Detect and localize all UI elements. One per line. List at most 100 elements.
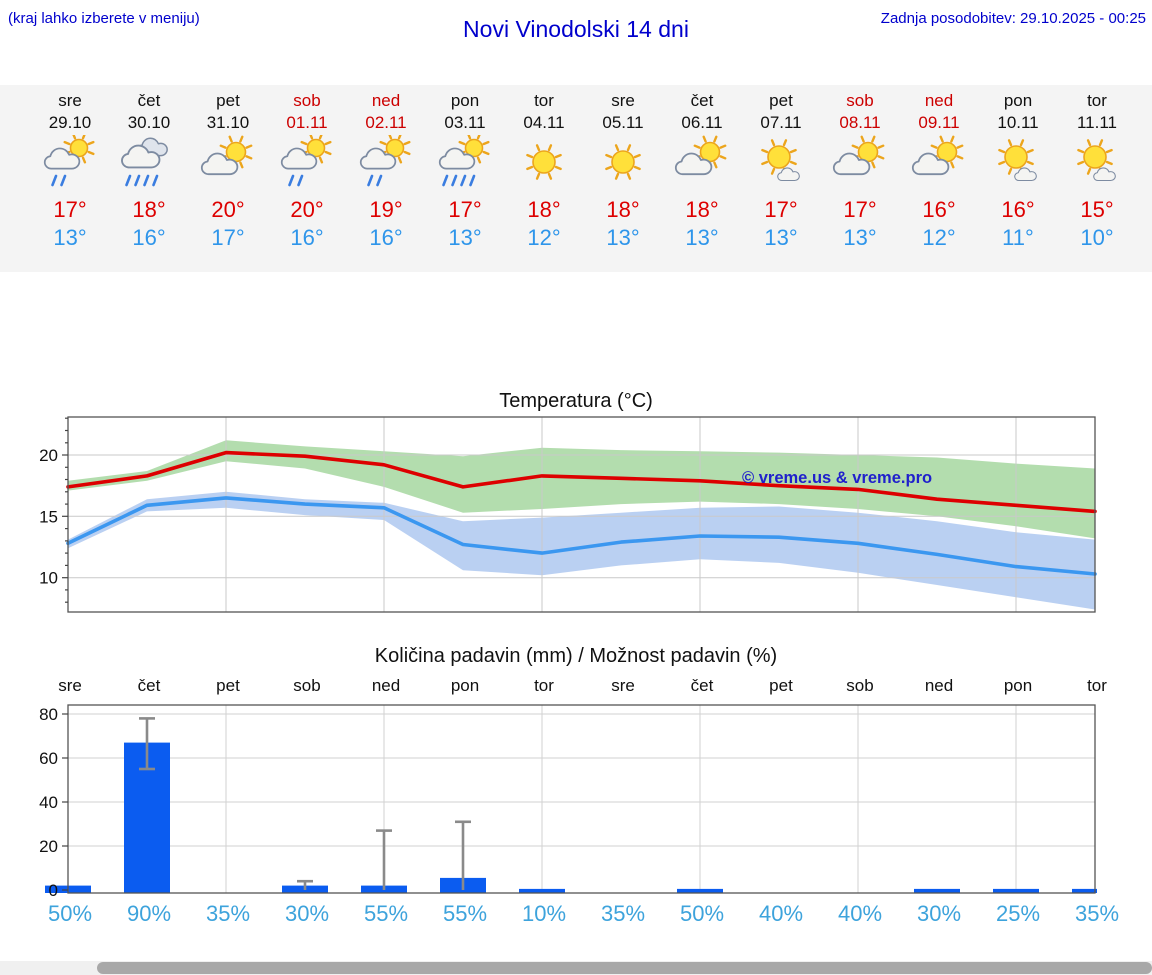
precip-day-label: čet	[690, 676, 714, 695]
day-name: ned	[924, 91, 954, 110]
day-column-30.10[interactable]: čet 30.10 18° 16°	[110, 85, 189, 272]
temp-min: 13°	[448, 225, 482, 250]
day-column-31.10[interactable]: pet 31.10 20° 17°	[189, 85, 268, 272]
precip-day-label: pet	[216, 676, 240, 695]
temp-min: 16°	[369, 225, 403, 250]
precip-probability: 55%	[442, 901, 488, 926]
day-column-06.11[interactable]: čet 06.11 18° 13°	[663, 85, 742, 272]
precipitation-chart-svg: 0 20 40 60 80	[39, 704, 1118, 900]
temperature-chart: 10 15 20 © vreme.us & vreme.pro	[30, 410, 1097, 618]
sun-cloud-icon	[821, 135, 900, 191]
precip-probability: 25%	[995, 901, 1041, 926]
sun-cloud-rain-heavy-icon	[426, 132, 505, 191]
watermark: © vreme.us & vreme.pro	[742, 469, 932, 487]
sun-cloud-icon	[663, 135, 742, 191]
precip-probability: 90%	[126, 901, 172, 926]
day-column-29.10[interactable]: sre 29.10 17° 13°	[31, 85, 110, 272]
day-name: tor	[1087, 91, 1107, 110]
temp-max: 16°	[1001, 197, 1035, 222]
day-date: 03.11	[444, 113, 486, 132]
day-column-07.11[interactable]: pet 07.11 17° 13°	[742, 85, 821, 272]
day-column-04.11[interactable]: tor 04.11 18° 12°	[505, 85, 584, 272]
precip-probability-row: 50% 90% 35% 30% 55% 55% 10% 35% 50% 40% 40% 30% 25% 3…	[0, 901, 1152, 931]
sun-icon	[584, 135, 663, 191]
temp-min: 13°	[53, 225, 87, 250]
temp-max: 18°	[685, 197, 719, 222]
svg-text:20: 20	[39, 446, 58, 465]
temp-min: 10°	[1080, 225, 1114, 250]
day-date: 02.11	[365, 113, 407, 132]
svg-text:20: 20	[39, 837, 58, 856]
day-name: ned	[371, 91, 401, 110]
temp-max: 17°	[448, 197, 482, 222]
temp-max: 17°	[764, 197, 798, 222]
temp-max: 18°	[527, 197, 561, 222]
day-date: 11.11	[1076, 113, 1118, 132]
precip-probability: 35%	[1074, 901, 1120, 926]
day-date: 08.11	[839, 113, 881, 132]
horizontal-scrollbar-thumb[interactable]	[97, 962, 1152, 974]
precip-probability: 10%	[521, 901, 567, 926]
precip-day-label: sre	[611, 676, 635, 695]
location-menu-hint: (kraj lahko izberete v meniju)	[8, 10, 200, 27]
precip-probability: 40%	[758, 901, 804, 926]
temp-max: 20°	[211, 197, 245, 222]
day-column-03.11[interactable]: pon 03.11 17° 13°	[426, 85, 505, 272]
day-date: 09.11	[918, 113, 960, 132]
precip-day-labels: sre čet pet sob ned pon tor sre čet pet sob ned pon t…	[0, 676, 1152, 698]
day-name: sob	[846, 91, 874, 110]
precip-probability: 35%	[600, 901, 646, 926]
day-name: sob	[293, 91, 321, 110]
day-name: tor	[534, 91, 554, 110]
day-name: pet	[216, 91, 240, 110]
day-date: 04.11	[523, 113, 565, 132]
svg-text:10: 10	[39, 569, 58, 588]
page-title: Novi Vinodolski 14 dni	[463, 16, 689, 42]
precip-day-label: sob	[846, 676, 874, 695]
day-column-11.11[interactable]: tor 11.11 15° 10°	[1058, 85, 1137, 272]
day-column-05.11[interactable]: sre 05.11 18° 13°	[584, 85, 663, 272]
day-date: 01.11	[286, 113, 328, 132]
day-column-10.11[interactable]: pon 10.11 16° 11°	[979, 85, 1058, 272]
day-name: čet	[690, 91, 714, 110]
temp-min: 12°	[922, 225, 956, 250]
temperature-chart-svg: 10 15 20 © vreme.us & vreme.pro	[39, 416, 1097, 613]
horizontal-scrollbar[interactable]	[0, 961, 1152, 975]
cloud-rain-icon	[110, 135, 189, 191]
day-date: 30.10	[127, 113, 171, 132]
temp-min: 13°	[764, 225, 798, 250]
temp-min: 13°	[685, 225, 719, 250]
last-update-label: Zadnja posodobitev: 29.10.2025 - 00:25	[880, 10, 1146, 27]
temp-max: 18°	[606, 197, 640, 222]
sun-icon	[505, 135, 584, 191]
day-date: 29.10	[48, 113, 92, 132]
precip-probability: 50%	[679, 901, 725, 926]
precip-probability: 35%	[205, 901, 251, 926]
temp-min: 16°	[132, 225, 166, 250]
day-column-08.11[interactable]: sob 08.11 17° 13°	[821, 85, 900, 272]
temp-min: 12°	[527, 225, 561, 250]
temp-max: 16°	[922, 197, 956, 222]
temperature-chart-title: Temperatura (°C)	[499, 390, 653, 412]
temp-min: 13°	[843, 225, 877, 250]
temp-min: 16°	[290, 225, 324, 250]
day-date: 10.11	[997, 113, 1039, 132]
precip-day-label: tor	[534, 676, 554, 695]
day-name: sre	[58, 91, 82, 110]
sun-cloud-icon	[900, 135, 979, 191]
precip-day-label: sre	[58, 676, 82, 695]
svg-text:40: 40	[39, 793, 58, 812]
sun-small-cloud-icon	[979, 135, 1058, 191]
precipitation-chart-title: Količina padavin (mm) / Možnost padavin …	[374, 645, 778, 667]
day-date: 06.11	[681, 113, 723, 132]
day-column-02.11[interactable]: ned 02.11 19° 16°	[347, 85, 426, 272]
temp-max: 19°	[369, 197, 403, 222]
day-column-01.11[interactable]: sob 01.11 20° 16°	[268, 85, 347, 272]
day-name: pon	[1003, 91, 1033, 110]
forecast-strip: sre 29.10 17° 13° čet 30.10 18° 16° pet 31.10 20° 1…	[0, 85, 1152, 272]
day-column-09.11[interactable]: ned 09.11 16° 12°	[900, 85, 979, 272]
precip-probability: 55%	[363, 901, 409, 926]
day-date: 05.11	[602, 113, 644, 132]
day-name: čet	[137, 91, 161, 110]
sun-cloud-rain-icon	[268, 132, 347, 191]
